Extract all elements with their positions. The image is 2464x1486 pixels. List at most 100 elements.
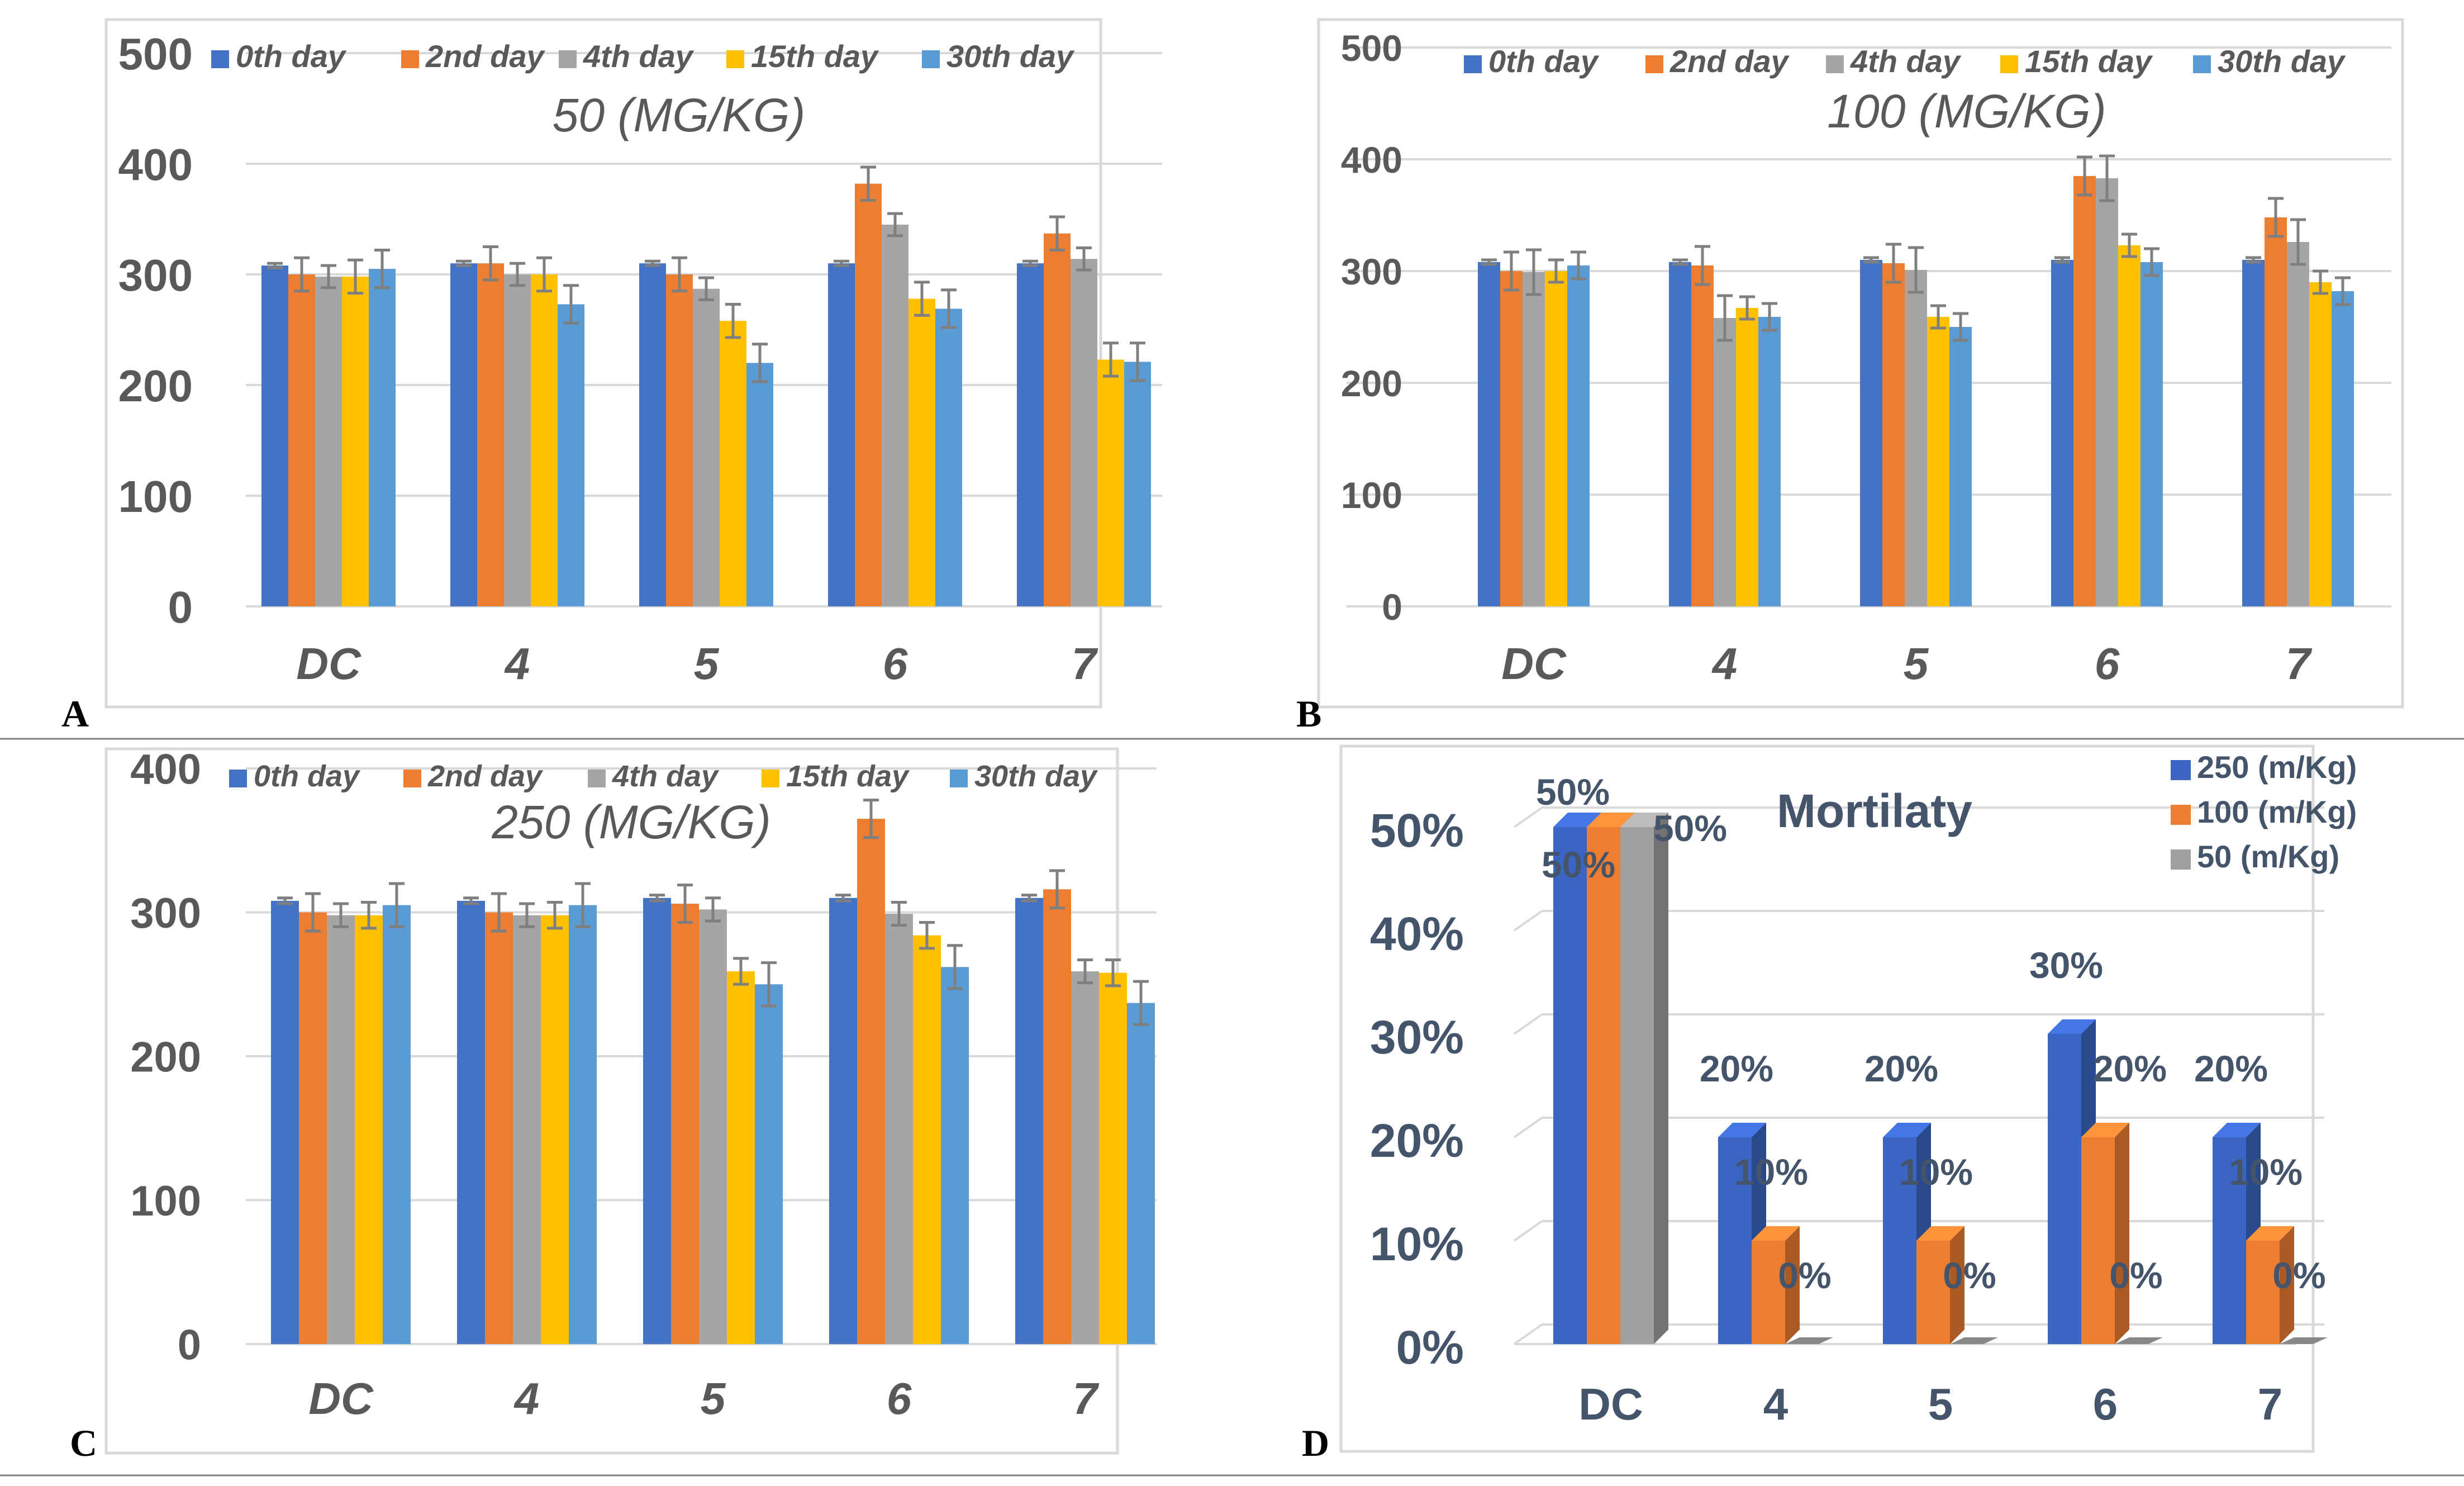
data-label: 10%	[2229, 1151, 2303, 1193]
bar-top	[1587, 813, 1635, 827]
bar	[699, 909, 727, 1344]
y-tick-label: 200	[1341, 363, 1402, 404]
bar	[1127, 1003, 1155, 1344]
bar	[2073, 176, 2096, 606]
legend-label: 0th day	[236, 39, 347, 74]
y-tick-label: 300	[130, 890, 201, 937]
y-tick-label: 0%	[1396, 1321, 1464, 1374]
legend-label: 0th day	[254, 759, 361, 793]
bar	[885, 914, 913, 1344]
bar-top	[1752, 1226, 1800, 1241]
legend-swatch	[211, 50, 229, 68]
data-label: 20%	[1700, 1048, 1773, 1089]
data-label: 20%	[2093, 1048, 2167, 1089]
bar	[2332, 291, 2354, 606]
legend-label: 2nd day	[425, 39, 545, 74]
bar	[1043, 889, 1071, 1344]
bar	[1097, 359, 1124, 606]
legend-swatch	[762, 770, 779, 787]
bar	[531, 274, 558, 606]
gridline-side	[1513, 1117, 1543, 1138]
y-tick-label: 0	[168, 582, 193, 632]
bar	[2140, 262, 2163, 606]
chart-panel-b: 0 100 200 300 400 500 DC 4 5 6 7 100 (MG/KG) 0th day…	[1296, 18, 2404, 735]
bar	[828, 263, 855, 606]
legend-label: 15th day	[751, 39, 879, 74]
x-tick-label: 7	[1072, 639, 1098, 689]
x-tick-label: 7	[2286, 639, 2313, 689]
bar	[1905, 270, 1927, 606]
bar	[1071, 259, 1097, 606]
bar	[935, 308, 962, 606]
y-tick-label: 500	[118, 29, 193, 79]
chart-panel-d: 0%10%20%30%40%50%50%50%50%20%10%0%20%10%…	[1302, 744, 2357, 1464]
bar	[2213, 1137, 2246, 1344]
bar	[1882, 263, 1905, 606]
bar	[829, 898, 857, 1344]
x-tick-label: 4	[504, 639, 530, 689]
legend-swatch	[229, 770, 247, 787]
bar	[1620, 827, 1654, 1344]
bar-flat	[2115, 1337, 2163, 1344]
bar	[383, 905, 411, 1344]
legend-swatch	[2171, 849, 2191, 870]
legend-swatch	[950, 770, 968, 787]
bar	[1758, 317, 1781, 606]
bar	[643, 898, 671, 1344]
bar	[913, 935, 941, 1344]
bar	[477, 263, 504, 606]
bar	[1916, 1241, 1950, 1344]
bar-top	[2081, 1123, 2129, 1137]
bar	[2246, 1241, 2280, 1344]
legend-label: 2nd day	[1669, 44, 1790, 79]
bar	[2081, 1137, 2115, 1344]
panel-label: C	[70, 1422, 97, 1464]
bar	[1478, 262, 1500, 606]
y-tick-label: 200	[118, 361, 193, 411]
bar	[288, 274, 315, 606]
legend-swatch	[2193, 55, 2211, 73]
bar	[271, 900, 299, 1344]
bar	[1883, 1137, 1916, 1344]
bar	[1545, 271, 1567, 606]
bar-top	[1553, 813, 1601, 827]
chart-panel-c: 0 100 200 300 400 DC 4 5 6 7 250 (MG/KG) 0th day 2nd…	[70, 746, 1157, 1464]
bar-top	[1916, 1226, 1964, 1241]
bar	[1500, 271, 1523, 606]
bar	[720, 321, 746, 606]
bar	[1553, 827, 1587, 1344]
bar-flat	[1950, 1337, 1998, 1344]
bar	[1567, 265, 1590, 606]
bar	[941, 967, 969, 1344]
bar	[2309, 282, 2332, 606]
y-tick-label: 40%	[1370, 908, 1464, 960]
legend-swatch	[2171, 760, 2191, 780]
bar	[882, 224, 908, 606]
data-label: 0%	[1943, 1255, 1996, 1296]
bar-side	[1950, 1226, 1964, 1344]
data-label: 0%	[2272, 1255, 2325, 1296]
bar	[855, 183, 882, 606]
y-tick-label: 50%	[1370, 804, 1464, 857]
bar	[1669, 262, 1691, 606]
x-tick-label: 7	[2258, 1379, 2283, 1429]
bar	[315, 276, 342, 607]
bar-side	[1785, 1226, 1800, 1344]
bar	[1714, 318, 1736, 606]
x-tick-label: DC	[296, 639, 361, 689]
bar	[558, 304, 584, 606]
gridline-side	[1513, 910, 1543, 932]
bar	[727, 971, 755, 1344]
bar-top	[2213, 1123, 2261, 1137]
legend-swatch	[1826, 55, 1844, 73]
bar	[908, 298, 935, 606]
y-tick-label: 400	[118, 140, 193, 189]
gridline-side	[1513, 1220, 1543, 1242]
data-label: 50%	[1653, 808, 1727, 849]
bar	[1752, 1241, 1785, 1344]
bar	[541, 915, 569, 1344]
bar	[1017, 263, 1044, 606]
legend-label: 15th day	[786, 759, 910, 793]
data-label: 30%	[2029, 944, 2103, 986]
